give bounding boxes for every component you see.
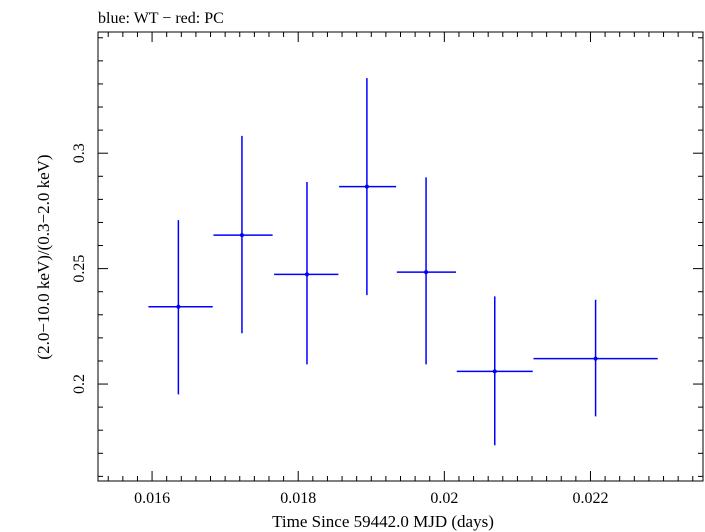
x-tick-label: 0.016 [134, 490, 170, 507]
data-point [148, 220, 213, 395]
y-tick-label: 0.2 [71, 374, 88, 394]
chart-title: blue: WT − red: PC [98, 10, 224, 27]
point-marker [492, 369, 497, 374]
point-marker [239, 233, 244, 238]
y-tick-label: 0.3 [71, 143, 88, 163]
point-marker [364, 184, 369, 189]
point-marker [593, 356, 598, 361]
data-point [396, 177, 457, 365]
x-tick-label: 0.02 [430, 490, 458, 507]
axis-ticks [98, 32, 703, 481]
x-tick-label: 0.018 [280, 490, 316, 507]
y-tick-labels: 0.2 0.25 0.3 [71, 143, 88, 394]
data-point [533, 299, 658, 417]
y-tick-label: 0.25 [71, 255, 88, 283]
x-axis-label: Time Since 59442.0 MJD (days) [272, 512, 494, 531]
data-point [274, 182, 339, 365]
x-tick-labels: 0.016 0.018 0.02 0.022 [134, 490, 608, 507]
point-marker [304, 272, 309, 277]
point-marker [424, 270, 429, 275]
data-series [148, 78, 658, 446]
x-tick-label: 0.022 [572, 490, 608, 507]
data-point [339, 78, 397, 296]
point-marker [176, 304, 181, 309]
y-axis-label: (2.0−10.0 keV)/(0.3−2.0 keV) [34, 154, 53, 359]
plot-frame [97, 31, 704, 482]
data-point [213, 135, 273, 334]
data-point [456, 296, 533, 446]
